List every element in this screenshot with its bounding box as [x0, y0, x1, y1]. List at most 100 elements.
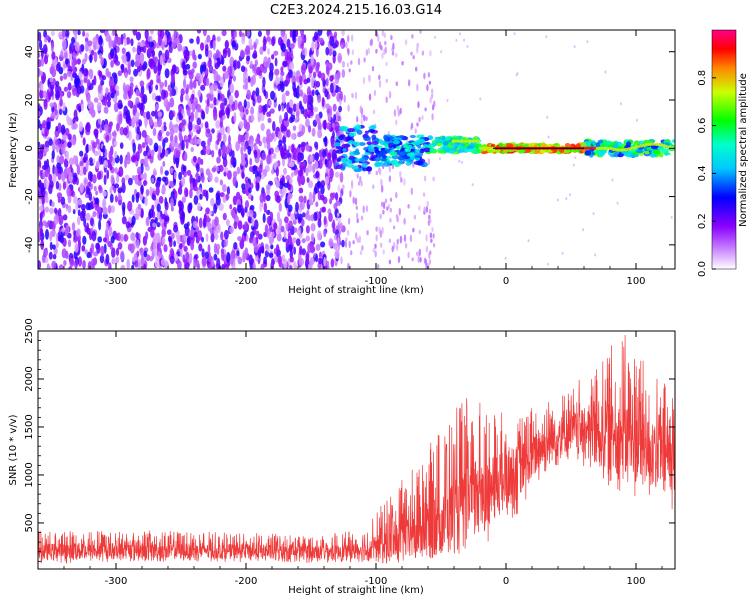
heatmap-cell [296, 85, 300, 93]
heatmap-cell [305, 253, 310, 262]
heatmap-cell [162, 160, 166, 167]
heatmap-cell [240, 145, 244, 156]
heatmap-cell [239, 104, 244, 113]
heatmap-cell [106, 100, 111, 108]
heatmap-cell [77, 215, 81, 226]
heatmap-cell [263, 256, 267, 265]
heatmap-cell [395, 213, 399, 220]
heatmap-cell [141, 129, 147, 138]
heatmap-cell [289, 256, 295, 263]
heatmap-cell [307, 214, 312, 222]
heatmap-cell [329, 35, 335, 47]
heatmap-cell [418, 152, 424, 157]
heatmap-cell [184, 50, 190, 62]
colorbar-tick-label-1: 0.2 [697, 213, 708, 229]
heatmap-cell [101, 75, 107, 81]
heatmap-cell [438, 157, 441, 161]
heatmap-cell [213, 96, 217, 106]
heatmap-cell [356, 116, 359, 123]
heatmap-cell [642, 143, 648, 147]
heatmap-cell [431, 227, 434, 232]
heatmap-cell [246, 89, 252, 100]
heatmap-cell [265, 184, 271, 191]
heatmap-cell [386, 206, 389, 211]
heatmap-cell [389, 217, 392, 223]
heatmap-cell [644, 150, 650, 155]
heatmap-cell [278, 139, 283, 146]
heatmap-cell [143, 161, 149, 167]
heatmap-cell [149, 79, 154, 86]
heatmap-cell [114, 35, 118, 46]
heatmap-cell [303, 195, 307, 204]
heatmap-cell [142, 45, 147, 54]
heatmap-cell [110, 48, 114, 59]
heatmap-cell [99, 254, 105, 264]
heatmap-cell [135, 151, 140, 162]
heatmap-cell [339, 193, 343, 198]
heatmap-cell [315, 243, 321, 251]
heatmap-cell [96, 171, 102, 181]
spectrogram-x-tick-label-2: -100 [365, 276, 388, 287]
heatmap-cell [146, 135, 151, 144]
heatmap-cell [144, 30, 149, 40]
heatmap-cell [471, 183, 474, 187]
heatmap-cell [105, 135, 110, 143]
heatmap-cell [405, 144, 413, 150]
heatmap-cell [630, 146, 637, 150]
heatmap-cell [333, 113, 337, 122]
heatmap-cell [361, 245, 364, 251]
heatmap-cell [290, 172, 294, 178]
heatmap-cell [590, 140, 596, 145]
heatmap-cell [308, 191, 313, 203]
heatmap-cell [180, 88, 185, 96]
heatmap-cell [338, 229, 342, 235]
heatmap-cell [185, 138, 189, 150]
heatmap-cell [135, 133, 140, 141]
heatmap-cell [98, 184, 102, 191]
heatmap-cell [331, 149, 337, 160]
heatmap-cell [294, 263, 298, 269]
heatmap-cell [249, 204, 255, 211]
heatmap-cell [292, 147, 298, 155]
heatmap-cell [306, 77, 311, 83]
heatmap-cell [375, 170, 378, 176]
heatmap-cell [289, 116, 294, 124]
heatmap-cell [317, 218, 322, 228]
heatmap-cell [51, 201, 55, 208]
heatmap-cell [348, 240, 351, 249]
heatmap-cell [371, 134, 377, 140]
heatmap-cell [205, 144, 211, 155]
heatmap-cell [226, 108, 230, 119]
heatmap-cell [118, 103, 123, 109]
heatmap-cell [96, 160, 100, 168]
heatmap-cell [281, 93, 286, 104]
heatmap-cell [86, 222, 90, 233]
heatmap-cell [425, 205, 429, 213]
heatmap-cell [42, 43, 48, 55]
heatmap-cell [74, 31, 78, 41]
heatmap-cell [105, 108, 109, 114]
heatmap-cell [419, 148, 425, 154]
heatmap-cell [82, 235, 87, 245]
heatmap-cell [182, 254, 186, 263]
heatmap-cell [92, 174, 97, 184]
heatmap-cell [205, 77, 210, 87]
heatmap-cell [163, 137, 169, 143]
heatmap-cell [146, 68, 151, 80]
heatmap-cell [395, 52, 398, 58]
heatmap-cell [239, 30, 242, 38]
heatmap-cell [233, 75, 236, 82]
heatmap-cell [127, 177, 133, 186]
heatmap-cell [98, 219, 102, 231]
heatmap-cell [100, 56, 105, 66]
heatmap-cell [202, 145, 207, 156]
heatmap-cell [338, 55, 342, 62]
heatmap-cell [236, 166, 241, 175]
snr-y-tick-label-3: 2000 [24, 366, 35, 391]
heatmap-cell [82, 259, 86, 269]
heatmap-cell [88, 68, 94, 77]
heatmap-cell [151, 49, 155, 57]
heatmap-cell [107, 204, 112, 214]
heatmap-cell [107, 241, 112, 248]
heatmap-cell [196, 117, 202, 126]
